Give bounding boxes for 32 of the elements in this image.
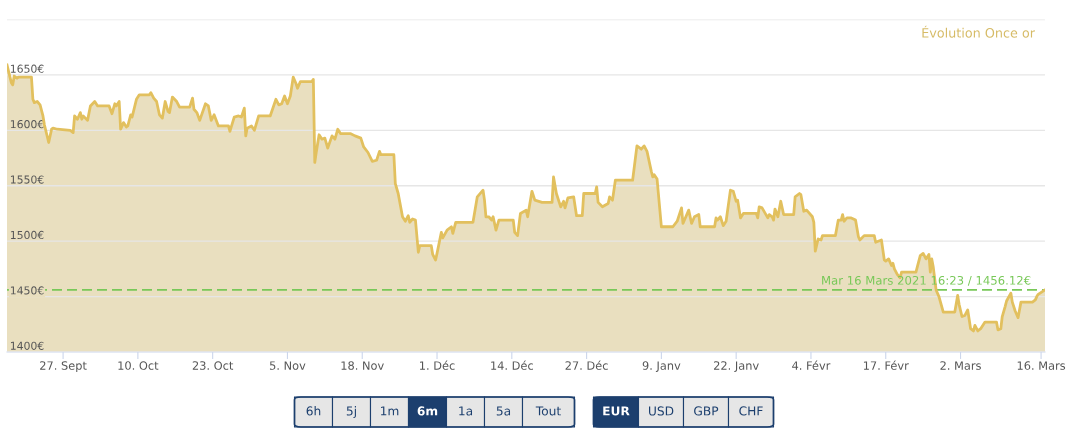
text: 1a xyxy=(459,406,473,416)
text: Tout xyxy=(535,406,561,416)
text: GBP xyxy=(694,406,719,416)
text: 5a xyxy=(496,406,511,416)
text: 6h xyxy=(306,406,321,416)
x-tick-label: 4. Févr xyxy=(792,360,831,370)
y-tick-label: 1550€ xyxy=(10,175,44,184)
y-tick-label: 1650€ xyxy=(10,64,44,73)
text: 6m xyxy=(417,406,438,416)
x-tick-label: 23. Oct xyxy=(192,361,234,370)
y-tick-label: 1450€ xyxy=(10,286,44,295)
x-tick-label: 2. Mars xyxy=(940,361,981,370)
text: CHF xyxy=(739,406,763,416)
x-tick-label: 5. Nov xyxy=(269,361,306,370)
x-tick-label: 1. Déc xyxy=(420,360,455,370)
y-tick-label: 1400€ xyxy=(10,341,44,350)
x-tick-label: 27. Sept xyxy=(40,361,87,373)
x-tick-label: 14. Déc xyxy=(491,360,533,370)
x-tick-label: 9. Janv xyxy=(642,361,681,372)
x-tick-label: 27. Déc xyxy=(565,360,608,370)
x-tick-label: 10. Oct xyxy=(118,361,159,370)
x-tick-label: 17. Févr xyxy=(863,360,909,370)
y-tick-label: 1500€ xyxy=(10,230,44,240)
y-tick-label: 1600€ xyxy=(10,120,44,129)
text: 1m xyxy=(381,406,399,416)
text: 5j xyxy=(346,406,356,418)
text: USD xyxy=(649,406,674,416)
x-tick-label: 18. Nov xyxy=(341,361,384,370)
chart-title: Évolution Once or xyxy=(922,25,1035,38)
x-tick-label: 16. Mars xyxy=(1017,361,1066,370)
text: EUR xyxy=(603,406,630,416)
x-tick-label: 22. Janv xyxy=(713,361,759,372)
